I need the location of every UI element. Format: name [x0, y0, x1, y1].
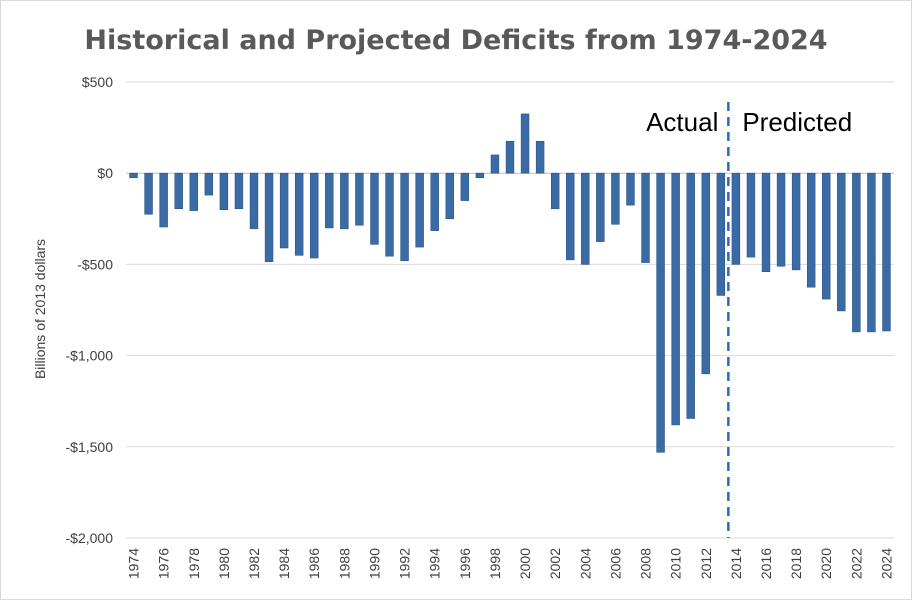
x-tick-label: 1990 — [366, 548, 382, 579]
bar-1998 — [490, 154, 500, 174]
bar-2005 — [596, 172, 605, 242]
x-tick-labels: 1974 1976 1978 1980 1982 1984 1986 1988 1990 1992… — [126, 548, 895, 579]
bar-2003 — [566, 172, 575, 261]
bar-1987 — [325, 172, 334, 229]
bar-1975 — [144, 172, 153, 215]
bar-2008 — [641, 172, 650, 263]
bars — [129, 113, 891, 453]
bar-2016 — [761, 172, 771, 272]
y-axis-label: Billions of 2013 dollars — [32, 239, 48, 379]
bar-1986 — [310, 172, 319, 259]
y-tick-label: -$1,500 — [66, 439, 114, 455]
bar-2009 — [656, 172, 665, 453]
x-tick-label: 2022 — [848, 548, 864, 579]
x-tick-label: 2024 — [878, 548, 894, 579]
x-tick-label: 2018 — [788, 548, 804, 579]
bar-2011 — [686, 172, 695, 419]
bar-1980 — [219, 172, 229, 210]
x-tick-label: 2012 — [698, 548, 714, 579]
bar-1979 — [204, 172, 214, 196]
bar-1996 — [460, 172, 470, 201]
bar-1990 — [370, 172, 379, 245]
bar-1992 — [400, 172, 409, 262]
x-tick-label: 2004 — [577, 548, 593, 579]
x-tick-label: 2006 — [607, 548, 623, 579]
bar-1997 — [475, 172, 485, 179]
x-tick-label: 2010 — [668, 548, 684, 579]
bar-2010 — [671, 172, 680, 426]
bar-1991 — [385, 172, 394, 257]
bar-2014 — [731, 172, 741, 265]
x-tick-label: 2014 — [728, 548, 744, 579]
bar-1981 — [234, 172, 244, 210]
y-tick-label: -$500 — [77, 256, 113, 272]
bar-2012 — [701, 172, 710, 375]
predicted-label: Predicted — [742, 107, 852, 137]
bar-1995 — [445, 172, 454, 220]
bar-2023 — [867, 172, 876, 333]
bar-1999 — [505, 140, 515, 174]
x-tick-label: 1980 — [216, 548, 232, 579]
x-tick-label: 1984 — [276, 548, 292, 579]
x-tick-label: 1988 — [336, 548, 352, 579]
bar-2018 — [791, 172, 801, 271]
bar-2013 — [716, 172, 726, 296]
bar-2006 — [611, 172, 620, 225]
bar-1994 — [430, 172, 439, 231]
bar-2020 — [822, 172, 831, 300]
x-tick-label: 1998 — [487, 548, 503, 579]
x-tick-label: 1978 — [186, 548, 202, 579]
y-tick-label: $500 — [82, 74, 113, 90]
bar-2007 — [626, 172, 635, 206]
bar-2019 — [806, 172, 816, 288]
bar-1978 — [189, 172, 198, 211]
y-tick-label: -$2,000 — [66, 530, 114, 546]
bar-2017 — [776, 172, 786, 267]
bar-2024 — [882, 172, 891, 332]
y-tick-label: $0 — [97, 165, 113, 181]
bar-1983 — [264, 172, 274, 262]
bar-1977 — [174, 172, 183, 210]
x-tick-label: 1976 — [156, 548, 172, 579]
y-tick-label: -$1,000 — [66, 348, 114, 364]
bar-2015 — [746, 172, 756, 258]
bar-1993 — [415, 172, 424, 248]
bar-1985 — [294, 172, 304, 256]
actual-label: Actual — [646, 107, 718, 137]
bar-1974 — [129, 172, 138, 179]
bar-1989 — [355, 172, 364, 226]
x-tick-label: 1992 — [397, 548, 413, 579]
x-tick-label: 1974 — [126, 548, 142, 579]
y-tick-labels: $500 $0 -$500 -$1,000 -$1,500 -$2,000 — [66, 74, 114, 546]
bar-2004 — [581, 172, 590, 265]
x-tick-label: 2002 — [547, 548, 563, 579]
chart-title: Historical and Projected Deficits from 1… — [84, 25, 827, 56]
bar-2000 — [520, 113, 530, 174]
x-tick-label: 1994 — [427, 548, 443, 579]
bar-2001 — [535, 140, 545, 174]
bar-1984 — [279, 172, 289, 249]
bar-2021 — [837, 172, 846, 312]
bar-1982 — [249, 172, 259, 230]
x-tick-label: 2000 — [517, 548, 533, 579]
bar-1976 — [159, 172, 168, 228]
bar-1988 — [340, 172, 349, 230]
bar-2022 — [852, 172, 861, 333]
x-tick-label: 2020 — [818, 548, 834, 579]
x-tick-label: 1982 — [246, 548, 262, 579]
x-tick-label: 2008 — [638, 548, 654, 579]
x-tick-label: 1996 — [457, 548, 473, 579]
x-tick-label: 1986 — [306, 548, 322, 579]
x-tick-label: 2016 — [758, 548, 774, 579]
bar-2002 — [550, 172, 560, 210]
